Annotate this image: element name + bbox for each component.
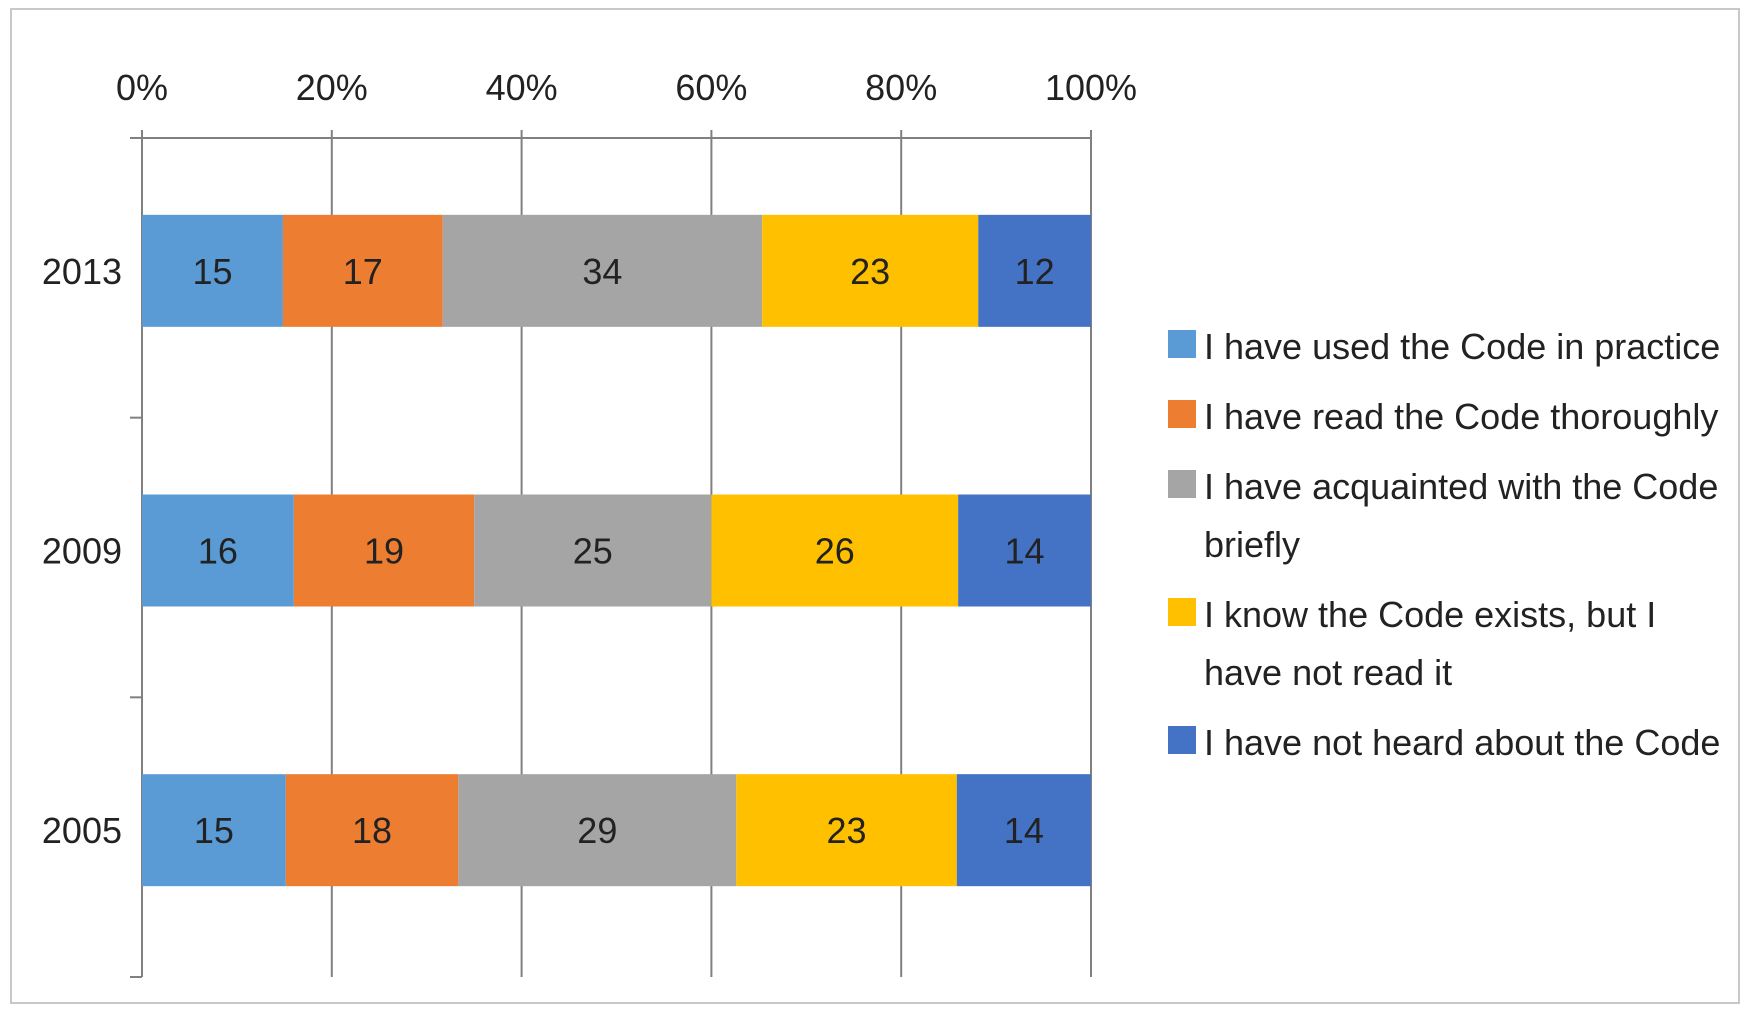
bar-segment xyxy=(474,494,712,607)
legend-item: I know the Code exists, but I have not r… xyxy=(1168,586,1728,702)
bar-segment xyxy=(442,214,763,327)
bar-data-label: 23 xyxy=(850,251,890,292)
legend-label: I have read the Code thoroughly xyxy=(1204,396,1719,437)
x-tick-label: 40% xyxy=(486,67,558,108)
legend-swatch xyxy=(1168,726,1196,754)
legend-swatch xyxy=(1168,470,1196,498)
bar-segment xyxy=(142,214,283,327)
legend-item: I have acquainted with the Code briefly xyxy=(1168,458,1728,574)
bar-data-label: 15 xyxy=(194,810,234,851)
y-tick-label: 2013 xyxy=(42,251,122,292)
y-tick-label: 2005 xyxy=(42,810,122,851)
bar-segment xyxy=(282,214,443,327)
legend-item: I have not heard about the Code xyxy=(1168,714,1728,772)
bar-segment xyxy=(956,774,1091,887)
bar-segment xyxy=(736,774,957,887)
bar-data-label: 34 xyxy=(582,251,622,292)
legend-swatch xyxy=(1168,330,1196,358)
bar-data-label: 25 xyxy=(573,531,613,572)
bar-segment xyxy=(958,494,1091,607)
x-tick-label: 0% xyxy=(116,67,168,108)
bar-data-label: 17 xyxy=(343,251,383,292)
legend-swatch xyxy=(1168,400,1196,428)
y-tick-label: 2009 xyxy=(42,531,122,572)
legend-item: I have used the Code in practice xyxy=(1168,318,1728,376)
legend-label: I know the Code exists, but I have not r… xyxy=(1204,594,1657,693)
bar-segment xyxy=(293,494,475,607)
bar-data-label: 19 xyxy=(364,531,404,572)
bar-segment xyxy=(458,774,737,887)
bar-data-label: 23 xyxy=(827,810,867,851)
legend-label: I have acquainted with the Code briefly xyxy=(1204,466,1719,565)
legend-label: I have used the Code in practice xyxy=(1204,326,1721,367)
bar-data-label: 15 xyxy=(192,251,232,292)
bar-segment xyxy=(762,214,979,327)
x-tick-label: 60% xyxy=(675,67,747,108)
x-tick-label: 100% xyxy=(1045,67,1137,108)
bar-data-label: 12 xyxy=(1015,251,1055,292)
bar-segment xyxy=(978,214,1091,327)
bar-data-label: 14 xyxy=(1005,531,1045,572)
legend: I have used the Code in practice I have r… xyxy=(1168,318,1728,784)
legend-item: I have read the Code thoroughly xyxy=(1168,388,1728,446)
bar-segment xyxy=(285,774,459,887)
bar-data-label: 26 xyxy=(815,531,855,572)
bar-data-label: 16 xyxy=(198,531,238,572)
bar-segment xyxy=(142,494,294,607)
bar-data-label: 18 xyxy=(352,810,392,851)
bar-segment xyxy=(142,774,286,887)
bar-data-label: 14 xyxy=(1004,810,1044,851)
bar-data-label: 29 xyxy=(577,810,617,851)
legend-label: I have not heard about the Code xyxy=(1204,722,1721,763)
x-tick-label: 80% xyxy=(865,67,937,108)
bar-segment xyxy=(711,494,959,607)
x-tick-label: 20% xyxy=(296,67,368,108)
legend-swatch xyxy=(1168,598,1196,626)
